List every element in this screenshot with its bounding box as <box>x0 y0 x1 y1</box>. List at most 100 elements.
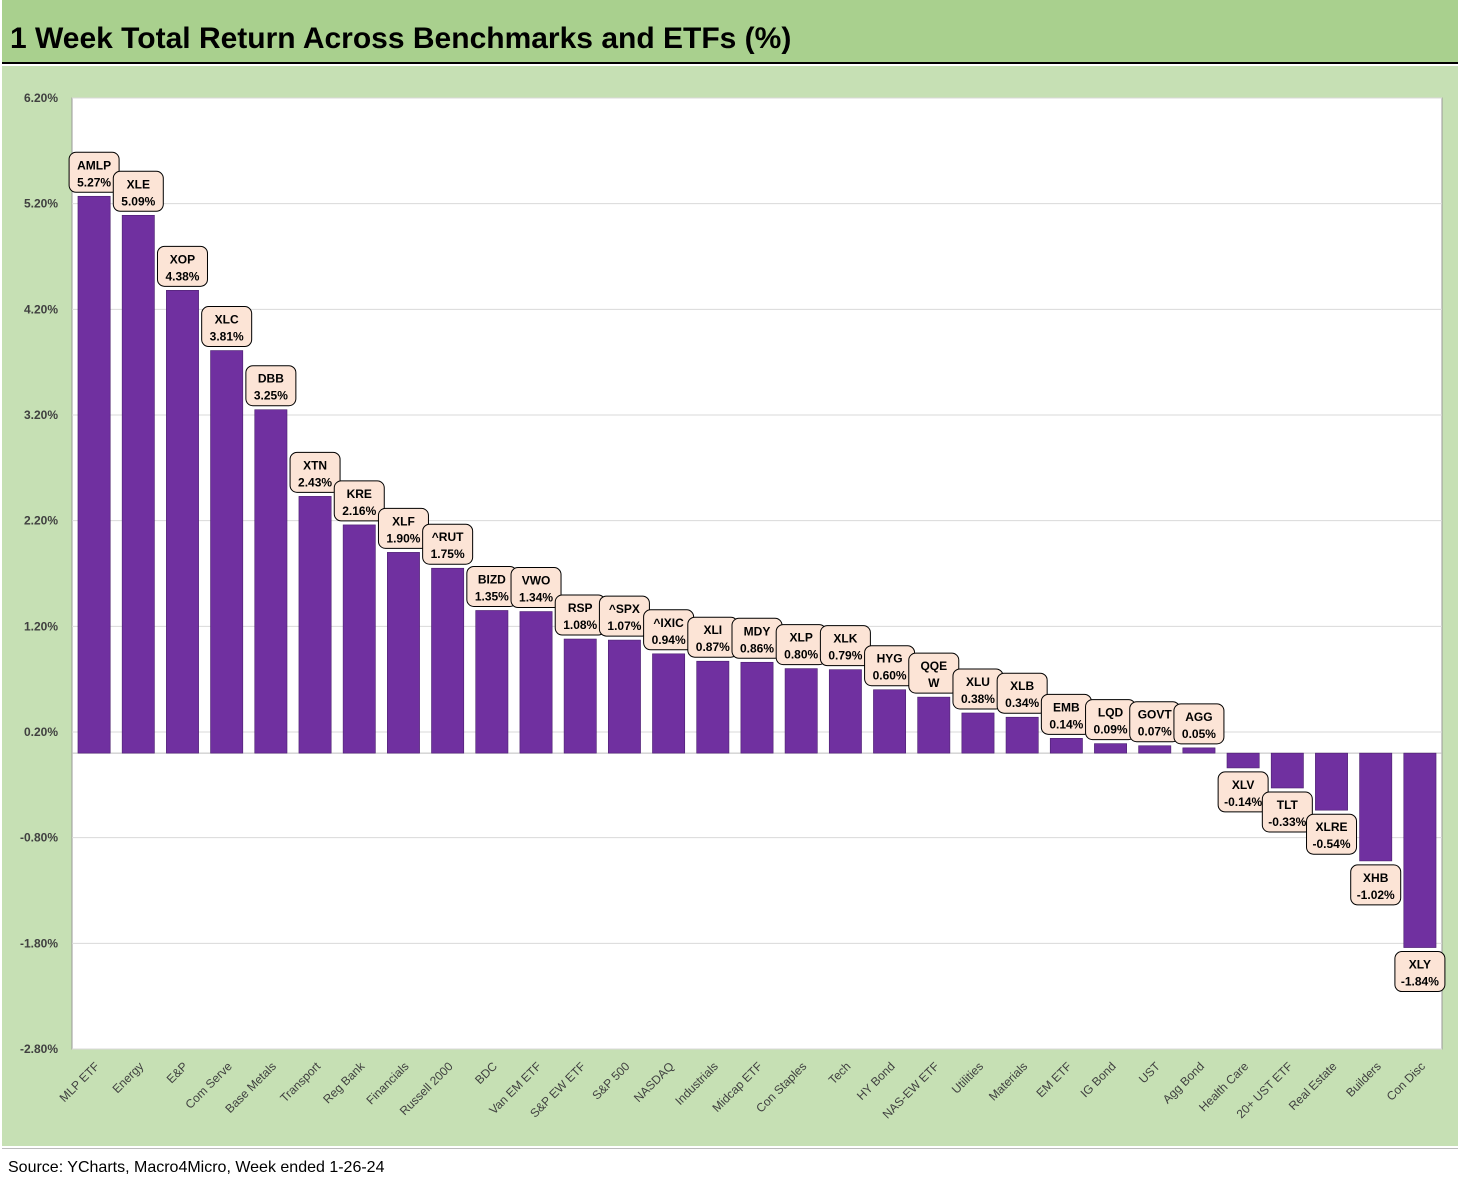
bar <box>563 638 597 754</box>
bar <box>475 610 509 754</box>
y-tick-label: -1.80% <box>20 936 58 950</box>
data-label-value: 5.09% <box>121 194 155 208</box>
data-label-ticker: ^IXIC <box>653 616 684 630</box>
chart-title: 1 Week Total Return Across Benchmarks an… <box>10 22 792 55</box>
bar <box>519 611 553 754</box>
data-label: XLI 0.87% <box>687 616 739 658</box>
data-label: AMLP 5.27% <box>68 151 120 193</box>
data-label-ticker: XLB <box>1010 679 1034 693</box>
data-label: ^IXIC 0.94% <box>643 609 695 651</box>
data-label-box <box>422 523 474 565</box>
data-label-value: 1.07% <box>607 619 641 633</box>
y-tick-label: 0.20% <box>24 725 58 739</box>
data-label-ticker: XOP <box>170 252 195 266</box>
data-label-value: 0.38% <box>961 692 995 706</box>
data-label-box <box>996 672 1048 714</box>
data-label: XTN 2.43% <box>289 451 341 493</box>
bar <box>431 567 465 754</box>
data-label-value: -1.02% <box>1357 888 1395 902</box>
data-label-ticker: KRE <box>347 487 372 501</box>
data-label-value: 3.81% <box>210 330 244 344</box>
x-tick-label: Tech <box>826 1059 854 1087</box>
data-label: XLP 0.80% <box>775 624 827 666</box>
data-label-ticker: XLE <box>127 177 150 191</box>
data-label: XLE 5.09% <box>112 170 164 212</box>
x-tick-label: NASDAQ <box>631 1059 677 1105</box>
data-label-box <box>201 306 253 348</box>
y-tick-label: 6.20% <box>24 91 58 105</box>
x-tick-label: EM ETF <box>1033 1059 1074 1100</box>
data-label-value: 1.34% <box>519 591 553 605</box>
bar <box>607 639 641 754</box>
y-tick-label: 1.20% <box>24 619 58 633</box>
bar <box>740 661 774 754</box>
data-label-value: 4.38% <box>165 269 199 283</box>
data-label-value: 0.14% <box>1049 717 1083 731</box>
data-label-value: 0.79% <box>828 649 862 663</box>
data-label-value: -0.54% <box>1313 837 1351 851</box>
data-label-ticker: XLY <box>1409 958 1431 972</box>
data-label: XLB 0.34% <box>996 672 1048 714</box>
bar <box>387 552 420 754</box>
data-label: KRE 2.16% <box>333 480 385 522</box>
data-label-box <box>1350 864 1402 906</box>
data-label-ticker: XLI <box>703 623 722 637</box>
bar <box>342 524 376 754</box>
data-label-value: 1.75% <box>431 547 465 561</box>
bar <box>77 195 111 754</box>
x-tick-label: Transport <box>277 1059 323 1105</box>
data-label: XLRE -0.54% <box>1306 813 1358 855</box>
data-label-box <box>289 451 341 493</box>
y-tick-label: 5.20% <box>24 197 58 211</box>
data-label-ticker: RSP <box>568 601 593 615</box>
bar <box>298 496 332 754</box>
data-label-value: 0.09% <box>1094 723 1128 737</box>
data-label-box <box>1306 813 1358 855</box>
data-label: ^RUT 1.75% <box>422 523 474 565</box>
data-label-ticker: XLRE <box>1316 820 1348 834</box>
bar <box>1270 752 1304 789</box>
data-label-ticker: TLT <box>1277 798 1299 812</box>
x-tick-label: Con Disc <box>1384 1059 1428 1103</box>
data-labels: AMLP 5.27% XLE 5.09% XOP 4.38% XLC 3.81% DBB 3.25… <box>68 151 1446 993</box>
data-label: AGG 0.05% <box>1173 703 1225 745</box>
data-label-box <box>1394 951 1446 993</box>
x-tick-label: UST <box>1136 1059 1163 1086</box>
data-label-value: -0.14% <box>1224 795 1262 809</box>
data-label-box <box>156 245 208 287</box>
data-label-value: 2.16% <box>342 504 376 518</box>
x-tick-label: BDC <box>472 1059 500 1087</box>
x-tick-label: IG Bond <box>1078 1059 1119 1100</box>
data-label-value: 0.07% <box>1138 725 1172 739</box>
x-tick-label: HY Bond <box>854 1059 898 1103</box>
bar <box>652 653 686 754</box>
data-label-ticker: HYG <box>877 652 903 666</box>
y-tick-label: 2.20% <box>24 514 58 528</box>
data-label-ticker: XLK <box>833 632 857 646</box>
data-label-ticker: DBB <box>258 372 284 386</box>
bars <box>77 195 1437 948</box>
data-label-value: 0.86% <box>740 641 774 655</box>
footer: Source: YCharts, Macro4Micro, Week ended… <box>2 1148 1458 1188</box>
data-label-box <box>1261 791 1313 833</box>
x-tick-label: Real Estate <box>1286 1059 1340 1113</box>
bar <box>1005 716 1039 754</box>
data-label-ticker: ^SPX <box>609 602 640 616</box>
data-label-ticker: XLC <box>215 313 239 327</box>
data-label-value: 0.87% <box>696 640 730 654</box>
source-note: Source: YCharts, Macro4Micro, Week ended… <box>8 1159 385 1176</box>
bar <box>121 214 155 754</box>
data-label: XLF 1.90% <box>377 507 429 549</box>
data-label: BIZD 1.35% <box>466 565 518 607</box>
data-label-ticker: XLP <box>790 631 813 645</box>
data-label: XLV -0.14% <box>1217 771 1269 813</box>
data-label-value: 1.90% <box>386 531 420 545</box>
bar <box>1403 752 1437 948</box>
bar <box>1094 743 1127 754</box>
data-label: DBB 3.25% <box>245 365 297 407</box>
x-tick-label: Reg Bank <box>320 1059 368 1107</box>
data-label: XOP 4.38% <box>156 245 208 287</box>
data-label-value: W <box>928 676 940 690</box>
data-label-box <box>510 567 562 609</box>
bar <box>1138 745 1172 754</box>
